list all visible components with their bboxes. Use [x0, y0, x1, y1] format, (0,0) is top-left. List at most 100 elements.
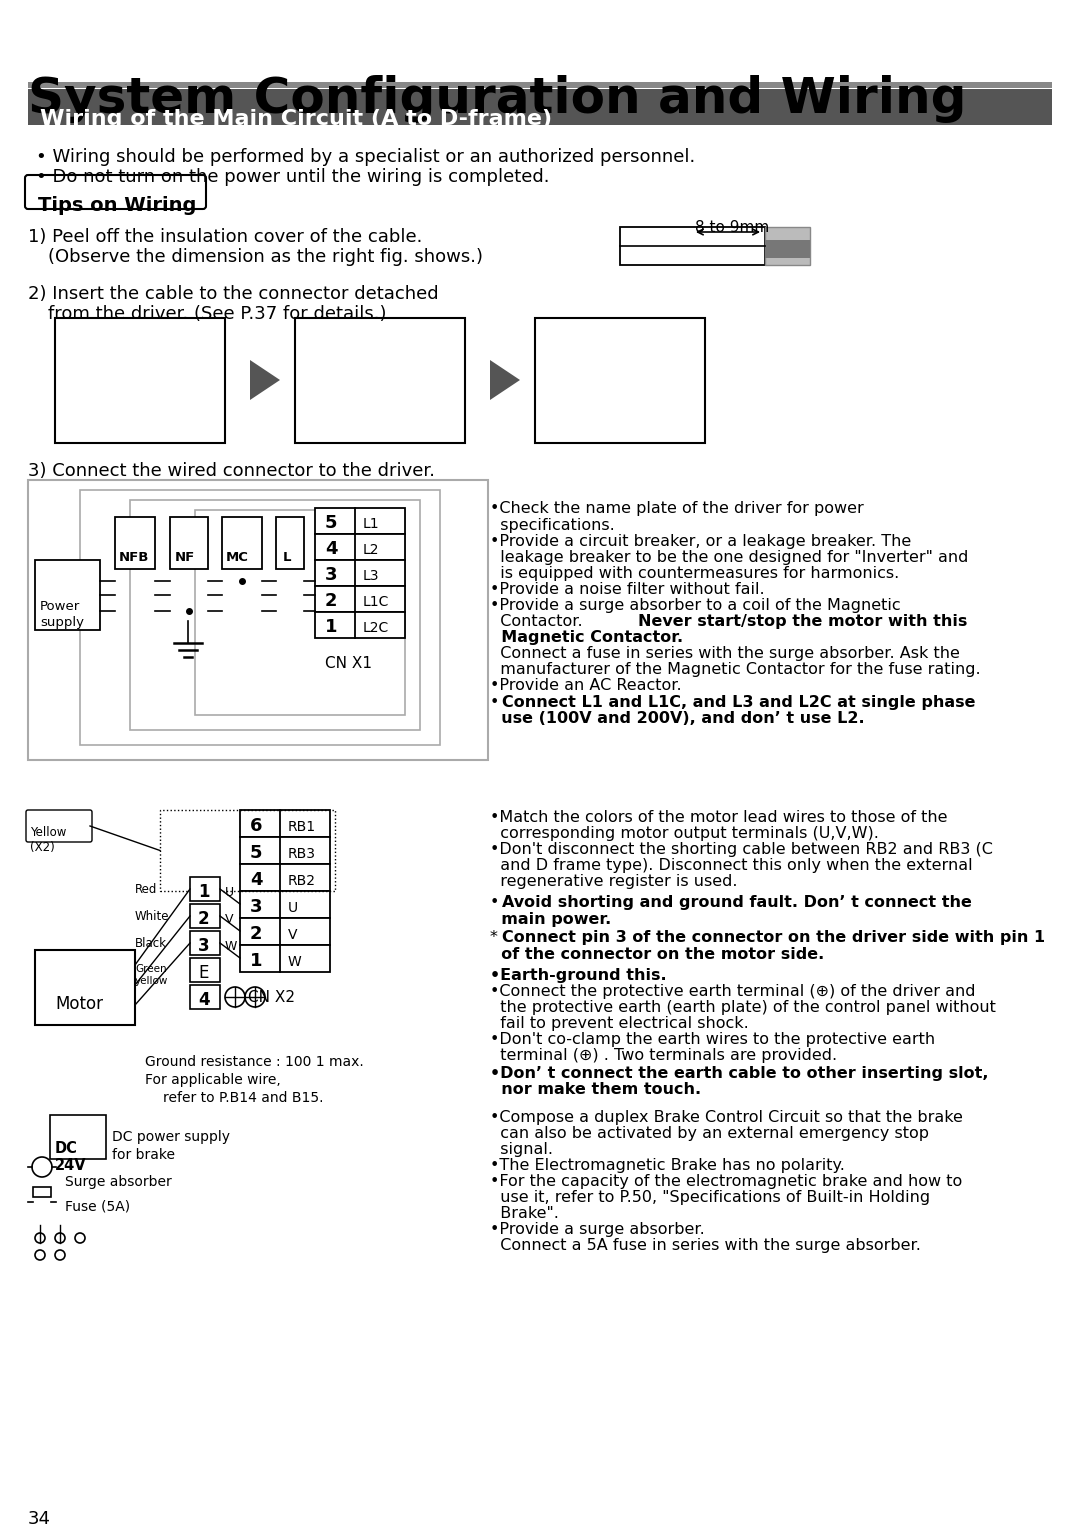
Bar: [190, 931, 220, 955]
Bar: [50, 1115, 106, 1160]
Bar: [190, 986, 220, 1008]
Text: Contactor.: Contactor.: [490, 614, 588, 630]
Text: •Match the colors of the motor lead wires to those of the: •Match the colors of the motor lead wire…: [490, 810, 947, 825]
Text: Tips on Wiring: Tips on Wiring: [38, 196, 197, 215]
Text: 3: 3: [325, 565, 337, 584]
Text: Green
yellow: Green yellow: [135, 964, 168, 986]
Bar: [240, 918, 330, 944]
Text: W: W: [225, 940, 238, 953]
Bar: [240, 810, 330, 837]
Bar: [35, 559, 100, 630]
Bar: [28, 83, 1052, 89]
Text: Red: Red: [135, 883, 158, 895]
Bar: [190, 958, 220, 983]
Text: System Configuration and Wiring: System Configuration and Wiring: [28, 75, 967, 122]
Text: • Wiring should be performed by a specialist or an authorized personnel.: • Wiring should be performed by a specia…: [36, 148, 696, 167]
Text: • Do not turn on the power until the wiring is completed.: • Do not turn on the power until the wir…: [36, 168, 550, 186]
Polygon shape: [249, 361, 280, 400]
Text: •The Electromagnetic Brake has no polarity.: •The Electromagnetic Brake has no polari…: [490, 1158, 845, 1174]
Text: •Provide a surge absorber.: •Provide a surge absorber.: [490, 1222, 705, 1238]
Text: RB2: RB2: [288, 874, 316, 888]
Text: L: L: [283, 552, 292, 564]
Text: 8 to 9mm: 8 to 9mm: [696, 220, 769, 235]
Text: •Don't co-clamp the earth wires to the protective earth: •Don't co-clamp the earth wires to the p…: [490, 1031, 935, 1047]
Text: •Don’ t connect the earth cable to other inserting slot,: •Don’ t connect the earth cable to other…: [490, 1067, 988, 1080]
Text: Wiring of the Main Circuit (A to D-frame): Wiring of the Main Circuit (A to D-frame…: [40, 108, 552, 128]
Text: 5: 5: [249, 843, 262, 862]
Text: Never start/stop the motor with this: Never start/stop the motor with this: [638, 614, 968, 630]
Text: Power
supply: Power supply: [40, 601, 84, 630]
Bar: [195, 510, 405, 715]
Text: 4: 4: [325, 539, 337, 558]
Text: 5: 5: [325, 513, 337, 532]
Text: Connect a fuse in series with the surge absorber. Ask the: Connect a fuse in series with the surge …: [490, 646, 960, 662]
Bar: [315, 587, 405, 613]
Text: specifications.: specifications.: [490, 518, 615, 533]
Text: •Don't disconnect the shorting cable between RB2 and RB3 (C: •Don't disconnect the shorting cable bet…: [490, 842, 993, 857]
Text: CN X1: CN X1: [325, 656, 372, 671]
Bar: [535, 318, 705, 443]
Text: Fuse (5A): Fuse (5A): [65, 1199, 130, 1215]
Text: DC power supply: DC power supply: [112, 1131, 230, 1144]
Text: •Earth-ground this.: •Earth-ground this.: [490, 969, 666, 983]
Bar: [276, 516, 303, 568]
Text: DC
24V: DC 24V: [55, 1141, 86, 1174]
Text: E: E: [198, 964, 208, 983]
Bar: [315, 533, 405, 559]
Bar: [35, 950, 135, 1025]
Text: nor make them touch.: nor make them touch.: [490, 1082, 701, 1097]
Text: for brake: for brake: [112, 1148, 175, 1161]
FancyBboxPatch shape: [26, 810, 92, 842]
Text: L1: L1: [363, 516, 380, 532]
Bar: [222, 516, 262, 568]
Text: Motor: Motor: [55, 995, 103, 1013]
Text: For applicable wire,: For applicable wire,: [145, 1073, 281, 1086]
Text: Connect pin 3 of the connector on the driver side with pin 1: Connect pin 3 of the connector on the dr…: [502, 931, 1045, 944]
Bar: [28, 480, 488, 759]
Text: L3: L3: [363, 568, 379, 584]
Text: Avoid shorting and ground fault. Don’ t connect the: Avoid shorting and ground fault. Don’ t …: [502, 895, 972, 911]
Text: is equipped with countermeasures for harmonics.: is equipped with countermeasures for har…: [490, 565, 900, 581]
Text: signal.: signal.: [490, 1141, 553, 1157]
Bar: [315, 613, 405, 639]
Text: leakage breaker to be the one designed for "Inverter" and: leakage breaker to be the one designed f…: [490, 550, 969, 565]
Text: Surge absorber: Surge absorber: [65, 1175, 172, 1189]
Text: •For the capacity of the electromagnetic brake and how to: •For the capacity of the electromagnetic…: [490, 1174, 962, 1189]
Text: L2: L2: [363, 542, 379, 558]
Text: 1) Peel off the insulation cover of the cable.: 1) Peel off the insulation cover of the …: [28, 228, 422, 246]
Text: •Check the name plate of the driver for power: •Check the name plate of the driver for …: [490, 501, 864, 516]
Bar: [33, 1187, 51, 1196]
Text: 3: 3: [249, 898, 262, 915]
Polygon shape: [490, 361, 519, 400]
Bar: [765, 228, 810, 264]
Text: 3) Connect the wired connector to the driver.: 3) Connect the wired connector to the dr…: [28, 461, 435, 480]
Text: can also be activated by an external emergency stop: can also be activated by an external eme…: [490, 1126, 929, 1141]
Bar: [765, 240, 810, 258]
Text: manufacturer of the Magnetic Contactor for the fuse rating.: manufacturer of the Magnetic Contactor f…: [490, 662, 981, 677]
Text: corresponding motor output terminals (U,V,W).: corresponding motor output terminals (U,…: [490, 827, 879, 840]
Text: 3: 3: [198, 937, 210, 955]
Bar: [130, 500, 420, 730]
Bar: [295, 318, 465, 443]
Text: 1: 1: [198, 883, 210, 902]
Bar: [240, 837, 330, 863]
Text: Brake".: Brake".: [490, 1206, 558, 1221]
Text: CN X2: CN X2: [248, 990, 295, 1005]
Text: the protective earth (earth plate) of the control panel without: the protective earth (earth plate) of th…: [490, 999, 996, 1015]
Bar: [620, 228, 765, 264]
Text: •Provide a circuit breaker, or a leakage breaker. The: •Provide a circuit breaker, or a leakage…: [490, 533, 912, 549]
Text: 6: 6: [249, 817, 262, 834]
Text: •Compose a duplex Brake Control Circuit so that the brake: •Compose a duplex Brake Control Circuit …: [490, 1109, 963, 1125]
Bar: [315, 559, 405, 587]
Text: of the connector on the motor side.: of the connector on the motor side.: [490, 947, 824, 963]
Text: U: U: [225, 886, 234, 898]
Text: use it, refer to P.50, "Specifications of Built-in Holding: use it, refer to P.50, "Specifications o…: [490, 1190, 930, 1206]
Bar: [55, 318, 225, 443]
Text: 2: 2: [249, 924, 262, 943]
Text: Magnetic Contactor.: Magnetic Contactor.: [490, 630, 684, 645]
Bar: [190, 877, 220, 902]
Bar: [160, 810, 335, 891]
Text: from the driver. (See P.37 for details.): from the driver. (See P.37 for details.): [48, 306, 387, 322]
Text: W: W: [288, 955, 301, 969]
Text: regenerative register is used.: regenerative register is used.: [490, 874, 738, 889]
